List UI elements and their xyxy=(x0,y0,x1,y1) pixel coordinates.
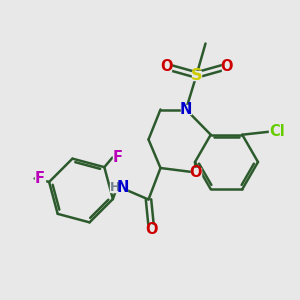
Bar xyxy=(110,183,127,192)
Text: F: F xyxy=(112,150,122,165)
Text: O: O xyxy=(160,59,173,74)
Bar xyxy=(35,174,45,183)
Bar xyxy=(181,105,191,114)
Text: N: N xyxy=(180,102,192,117)
Bar xyxy=(191,168,201,177)
Bar xyxy=(221,62,232,71)
Bar xyxy=(146,225,157,234)
Bar xyxy=(191,70,202,80)
Text: Cl: Cl xyxy=(270,124,285,139)
Text: H: H xyxy=(110,181,120,194)
Bar xyxy=(112,153,122,162)
Text: S: S xyxy=(191,68,202,82)
Text: F: F xyxy=(35,171,45,186)
Text: O: O xyxy=(190,165,202,180)
Text: O: O xyxy=(220,59,233,74)
Text: N: N xyxy=(116,180,129,195)
Text: O: O xyxy=(145,222,158,237)
Bar xyxy=(269,127,286,136)
Bar xyxy=(161,62,172,71)
